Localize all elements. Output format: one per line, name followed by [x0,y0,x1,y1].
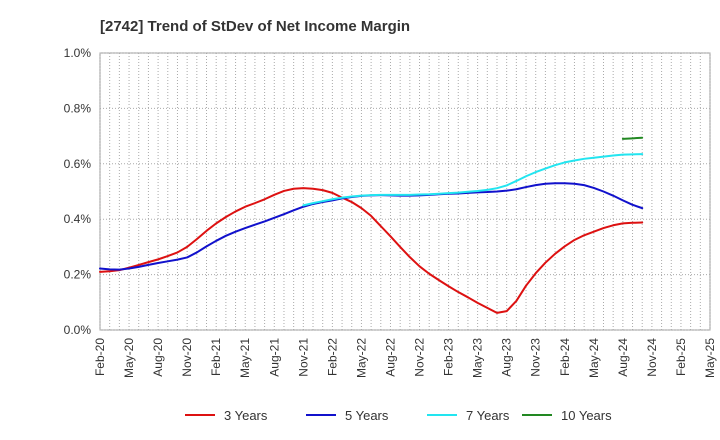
x-tick-label: May-20 [122,338,136,378]
x-tick-label: Nov-21 [296,338,310,377]
x-tick-label: May-23 [471,338,485,378]
legend-item-5-years: 5 Years [306,408,389,423]
legend-label: 3 Years [224,408,268,423]
plot-area [99,52,711,331]
y-tick-label: 0.0% [64,323,92,337]
y-tick-label: 0.4% [64,212,92,226]
x-tick-label: Nov-23 [529,338,543,377]
x-tick-label: Nov-20 [180,338,194,377]
x-tick-label: Aug-21 [267,338,281,377]
x-tick-label: Feb-22 [325,338,339,376]
y-tick-label: 1.0% [64,46,92,60]
legend-item-10-years: 10 Years [522,408,612,423]
legend-label: 10 Years [561,408,612,423]
legend: 3 Years 5 Years 7 Years 10 Years [185,408,612,423]
legend-label: 5 Years [345,408,389,423]
x-tick-label: Feb-23 [442,338,456,376]
y-tick-label: 0.8% [64,101,92,115]
legend-item-3-years: 3 Years [185,408,268,423]
plot-border [99,52,711,331]
x-tick-label: May-25 [703,338,717,378]
x-tick-label: May-22 [354,338,368,378]
x-axis: Feb-20 May-20 Aug-20 Nov-20 Feb-21 May-21 Aug-… [93,338,717,378]
x-tick-label: Nov-22 [413,338,427,377]
legend-label: 7 Years [466,408,510,423]
y-tick-label: 0.2% [64,268,92,282]
series-line-7-years [302,153,644,207]
x-tick-label: Aug-20 [151,338,165,377]
x-tick-label: Aug-24 [616,338,630,377]
x-tick-label: Aug-22 [383,338,397,377]
x-tick-label: Nov-24 [645,338,659,377]
y-tick-label: 0.6% [64,157,92,171]
x-tick-label: Feb-24 [558,338,572,376]
series-line-10-years [621,136,644,140]
series-line-3-years [99,187,644,314]
x-tick-label: May-24 [587,338,601,378]
chart-title: [2742] Trend of StDev of Net Income Marg… [100,18,410,35]
x-tick-label: Feb-25 [674,338,688,376]
x-tick-label: Aug-23 [500,338,514,377]
legend-item-7-years: 7 Years [427,408,510,423]
y-axis: 0.0% 0.2% 0.4% 0.6% 0.8% 1.0% [64,46,92,337]
x-tick-label: Feb-20 [93,338,107,376]
x-tick-label: May-21 [238,338,252,378]
x-tick-label: Feb-21 [209,338,223,376]
series-layer [99,136,644,314]
